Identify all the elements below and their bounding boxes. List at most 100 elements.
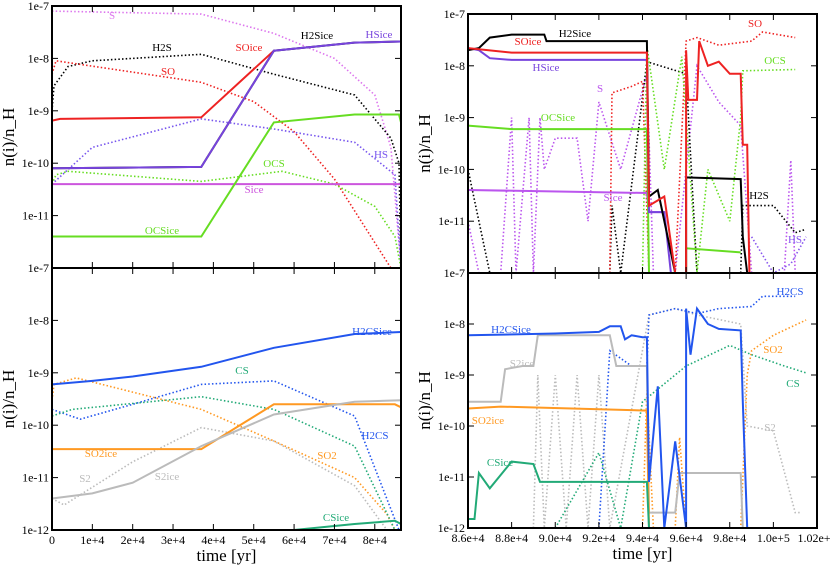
- series-label-H2CS: H2CS: [362, 430, 389, 442]
- series-line-S2: [52, 426, 388, 530]
- series-label-SOice: SOice: [515, 36, 542, 48]
- series-label-CS: CS: [235, 365, 248, 377]
- y-tick-label: 1e-11: [438, 470, 465, 484]
- series-label-SO: SO: [748, 18, 762, 30]
- series-line-H2CS: [52, 380, 400, 530]
- plot-frame: [467, 272, 818, 529]
- x-tick-label: 4e+4: [201, 533, 225, 547]
- series-line-CSice: [468, 460, 650, 528]
- y-axis-label: n(i)/n_H: [415, 371, 434, 430]
- series-label-SO: SO: [161, 66, 175, 78]
- x-tick-label: 9.4e+4: [626, 531, 659, 545]
- panel-bottom-left: SO2 H2CS CS S2 H2CSice SO2ice S2ice CSice 1e-8 1e…: [0, 267, 402, 565]
- series-label-Sice: Sice: [604, 192, 623, 204]
- series-label-SOice: SOice: [236, 42, 263, 54]
- series-label-H2S: H2S: [152, 42, 172, 54]
- series-line-HSice: [468, 47, 672, 273]
- series-label-HSice: HSice: [366, 29, 393, 41]
- panel-bottom-right: S2 H2CS SO2 CS S2ice SO2ice CSice H2CSice 1e-8 1e…: [415, 272, 830, 563]
- series-label-HS: HS: [788, 234, 802, 246]
- x-tick-label: 1.02e+5: [797, 531, 830, 545]
- series-label-OCSice: OCSice: [541, 112, 575, 124]
- y-tick-label: 1e-10: [438, 162, 465, 176]
- series-label-S2ice: S2ice: [510, 358, 535, 370]
- series-line-Sice: [468, 189, 665, 214]
- y-tick-label: 1e-11: [22, 471, 49, 485]
- series-group: [468, 31, 807, 273]
- series-label-OCS: OCS: [764, 55, 785, 67]
- series-label-CSice: CSice: [487, 457, 513, 469]
- series-line-H2CSice: [52, 331, 401, 386]
- series-label-S: S: [109, 10, 115, 22]
- y-tick-label: 1e-11: [438, 214, 465, 228]
- series-label-S: S: [597, 83, 603, 95]
- series-label-H2CSice: H2CSice: [352, 326, 392, 338]
- series-line-S: [468, 63, 796, 273]
- y-axis-label: n(i)/n_H: [0, 108, 18, 167]
- y-tick-label: 1e-12: [438, 521, 465, 535]
- series-line-H2S: [52, 53, 401, 268]
- x-tick-label: 5e+4: [242, 533, 266, 547]
- series-line-SO2: [641, 319, 807, 528]
- series-line-HSice: [52, 40, 401, 170]
- series-line-S2: [532, 307, 802, 528]
- series-line-HS: [52, 118, 401, 268]
- plot-frame: [51, 5, 402, 269]
- series-line-SOice: [468, 40, 751, 273]
- y-tick-label: 1e-12: [22, 523, 49, 537]
- y-tick-label: 1e-7: [28, 261, 49, 275]
- series-label-CSice: CSice: [323, 512, 349, 524]
- series-group: [52, 331, 401, 530]
- y-tick-label: 1e-8: [28, 51, 49, 65]
- y-tick-label: 1e-9: [444, 111, 465, 125]
- y-tick-label: 1e-9: [444, 368, 465, 382]
- series-label-SO2: SO2: [763, 344, 783, 356]
- series-label-OCS: OCS: [263, 158, 284, 170]
- series-label-S2: S2: [79, 473, 91, 485]
- panel-top-right: S H2S HS SO OCS Sice OCSice HSice H2Sice SOice 1e-…: [415, 7, 818, 280]
- x-tick-label: 1.0e+5: [757, 531, 790, 545]
- series-label-SO2ice: SO2ice: [85, 448, 118, 460]
- series-line-H2CSice: [468, 305, 749, 528]
- series-group: [468, 295, 807, 528]
- series-label-H2S: H2S: [749, 190, 769, 202]
- y-tick-label: 1e-8: [444, 317, 465, 331]
- series-line-H2CS: [598, 295, 796, 528]
- plot-frame: [51, 267, 402, 531]
- series-label-CS: CS: [786, 378, 799, 390]
- x-tick-label: 8e+4: [363, 533, 387, 547]
- series-line-HS: [750, 236, 807, 273]
- series-line-H2S: [468, 60, 807, 273]
- x-tick-label: 9.8e+4: [713, 531, 746, 545]
- series-line-OCS: [641, 45, 796, 273]
- y-tick-label: 1e-10: [438, 419, 465, 433]
- x-tick-label: 1e+4: [80, 533, 104, 547]
- series-line-OCSice: [52, 113, 401, 238]
- series-line-SO: [609, 31, 796, 273]
- y-tick-label: 1e-8: [28, 313, 49, 327]
- series-label-HSice: HSice: [533, 62, 560, 74]
- x-axis-label: time [yr]: [197, 546, 257, 565]
- y-tick-label: 1e-7: [444, 7, 465, 21]
- y-tick-label: 1e-10: [22, 418, 49, 432]
- series-line-OCS: [52, 170, 401, 268]
- x-tick-label: 2e+4: [121, 533, 145, 547]
- series-label-OCSice: OCSice: [145, 225, 179, 237]
- x-tick-label: 9.0e+4: [539, 531, 572, 545]
- series-label-H2CSice: H2CSice: [491, 324, 531, 336]
- x-tick-label: 8.8e+4: [495, 531, 528, 545]
- x-tick-label: 9.2e+4: [582, 531, 615, 545]
- y-tick-label: 1e-7: [444, 266, 465, 280]
- y-tick-label: 1e-11: [22, 209, 49, 223]
- y-tick-label: 1e-9: [28, 104, 49, 118]
- series-label-S2: S2: [764, 422, 776, 434]
- series-label-H2Sice: H2Sice: [301, 30, 334, 42]
- series-group: [52, 10, 401, 268]
- series-line-CS: [52, 395, 396, 530]
- y-tick-label: 1e-7: [28, 0, 49, 13]
- series-line-H2Sice: [468, 33, 749, 273]
- series-label-HS: HS: [374, 149, 388, 161]
- y-tick-label: 1e-8: [444, 59, 465, 73]
- x-tick-label: 0: [49, 533, 55, 547]
